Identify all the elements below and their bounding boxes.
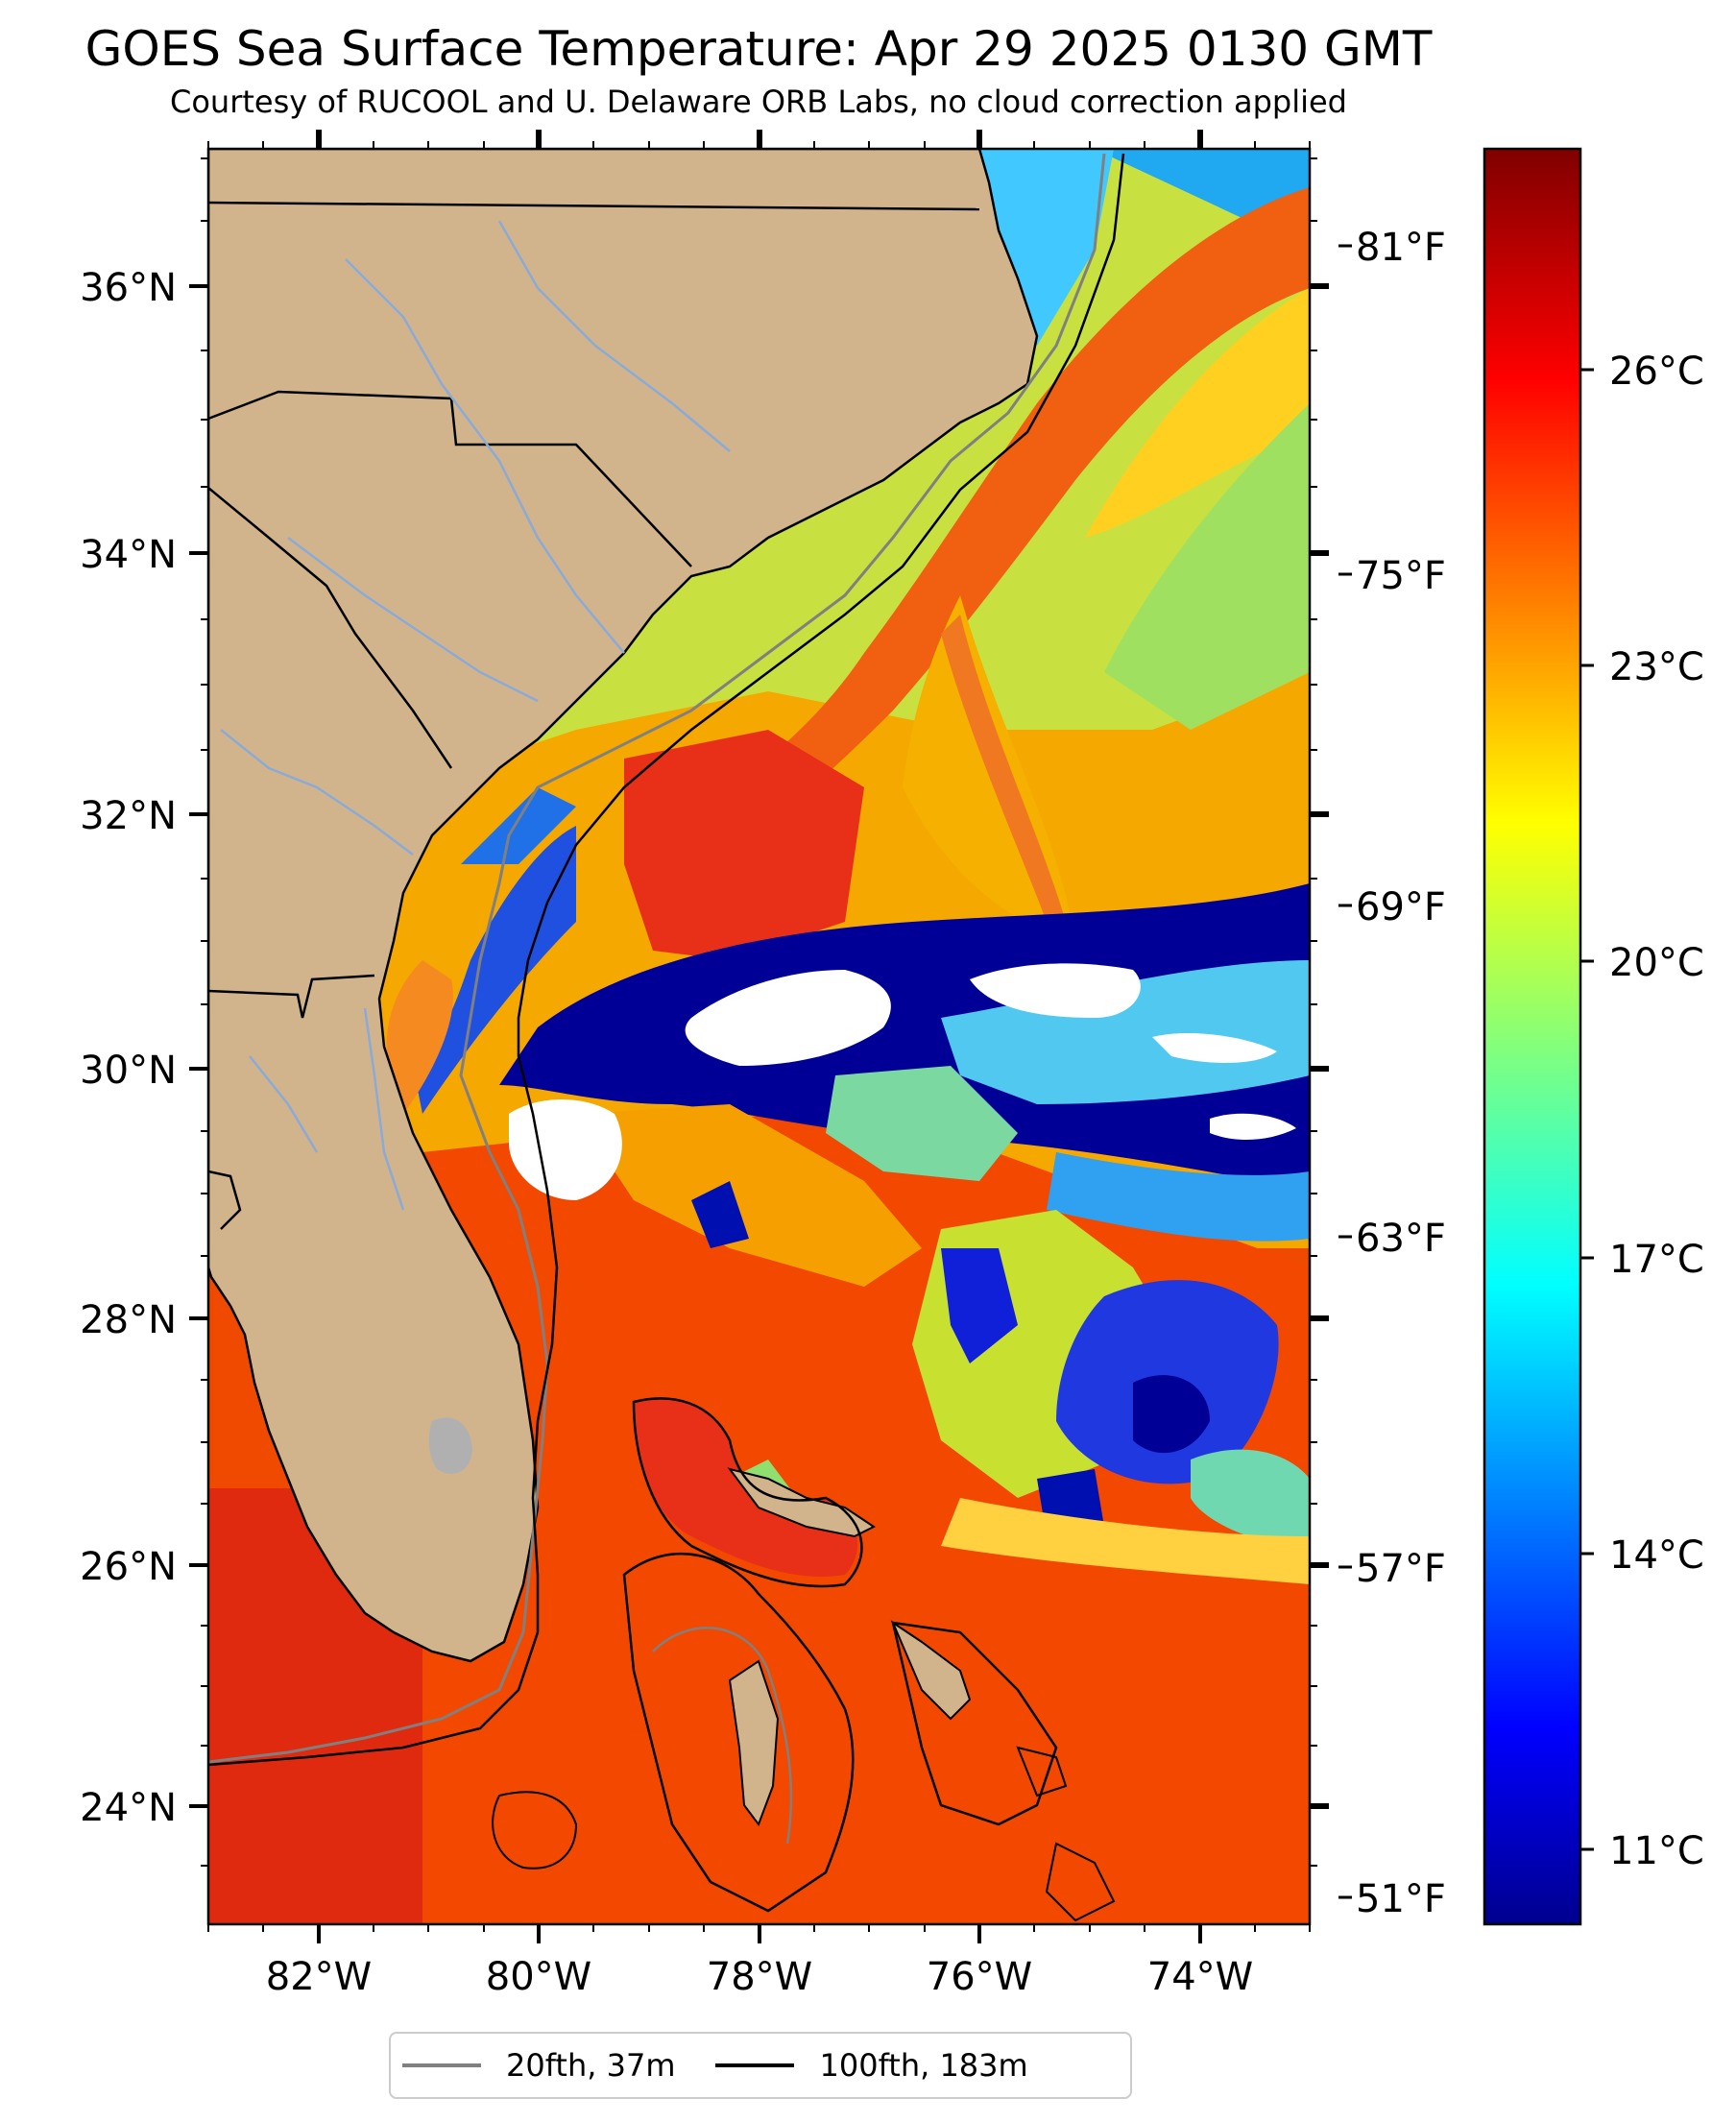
- lon-ticks: [316, 130, 1203, 149]
- lat-label-32: 32°N: [80, 794, 177, 838]
- lat-label-24: 24°N: [80, 1786, 177, 1830]
- lon-ticks-bottom: [317, 1924, 1202, 1943]
- lon-label-74: 74°W: [1147, 1955, 1253, 1999]
- lon-minor-ticks: [207, 141, 1311, 1932]
- legend-item-100fth: 100fth, 183m: [715, 2047, 1028, 2084]
- isobaths: [208, 153, 1125, 1922]
- fahrenheit-label-75: 75°F: [1356, 554, 1446, 598]
- lon-label-80: 80°W: [486, 1955, 591, 1999]
- colorbar: [1483, 147, 1582, 1926]
- lat-ticks-right: [1310, 283, 1329, 1809]
- fahrenheit-label-63: 63°F: [1356, 1217, 1446, 1261]
- colorbar-ticks: [1580, 368, 1594, 1851]
- legend-label-100fth: 100fth, 183m: [819, 2047, 1028, 2084]
- lon-label-76: 76°W: [927, 1955, 1032, 1999]
- colorbar-label-14: 14°C: [1609, 1533, 1704, 1578]
- fahrenheit-ticks: [1338, 244, 1352, 1899]
- lat-label-28: 28°N: [80, 1298, 177, 1342]
- lat-label-34: 34°N: [80, 533, 177, 577]
- lat-label-26: 26°N: [80, 1545, 177, 1589]
- sst-field: [208, 149, 1310, 1924]
- lon-label-78: 78°W: [707, 1955, 812, 1999]
- isobath-20fth: [208, 153, 1106, 1764]
- colorbar-label-20: 20°C: [1609, 941, 1704, 985]
- colorbar-label-23: 23°C: [1609, 645, 1704, 689]
- colorbar-label-11: 11°C: [1609, 1829, 1704, 1873]
- map-subtitle: Courtesy of RUCOOL and U. Delaware ORB L…: [170, 84, 1347, 120]
- colorbar-label-17: 17°C: [1609, 1238, 1704, 1282]
- colorbar-label-26: 26°C: [1609, 350, 1704, 394]
- lat-label-30: 30°N: [80, 1049, 177, 1093]
- lon-label-82: 82°W: [266, 1955, 372, 1999]
- lat-label-36: 36°N: [80, 266, 177, 310]
- legend-line-100fth: [715, 2063, 795, 2067]
- map-title: GOES Sea Surface Temperature: Apr 29 202…: [84, 21, 1433, 77]
- lat-ticks-left: [189, 284, 208, 1808]
- land-layer: [208, 149, 1039, 1827]
- fahrenheit-label-51: 51°F: [1356, 1877, 1446, 1921]
- legend-item-20fth: 20fth, 37m: [402, 2047, 675, 2084]
- legend-line-20fth: [402, 2063, 481, 2067]
- fahrenheit-label-69: 69°F: [1356, 885, 1446, 929]
- fahrenheit-label-57: 57°F: [1356, 1547, 1446, 1591]
- fahrenheit-label-81: 81°F: [1356, 226, 1446, 270]
- isobath-legend: 20fth, 37m 100fth, 183m: [389, 2032, 1132, 2099]
- isobath-100fth: [208, 153, 1125, 1767]
- legend-label-20fth: 20fth, 37m: [506, 2047, 676, 2084]
- minor-ticks: [201, 157, 1317, 1867]
